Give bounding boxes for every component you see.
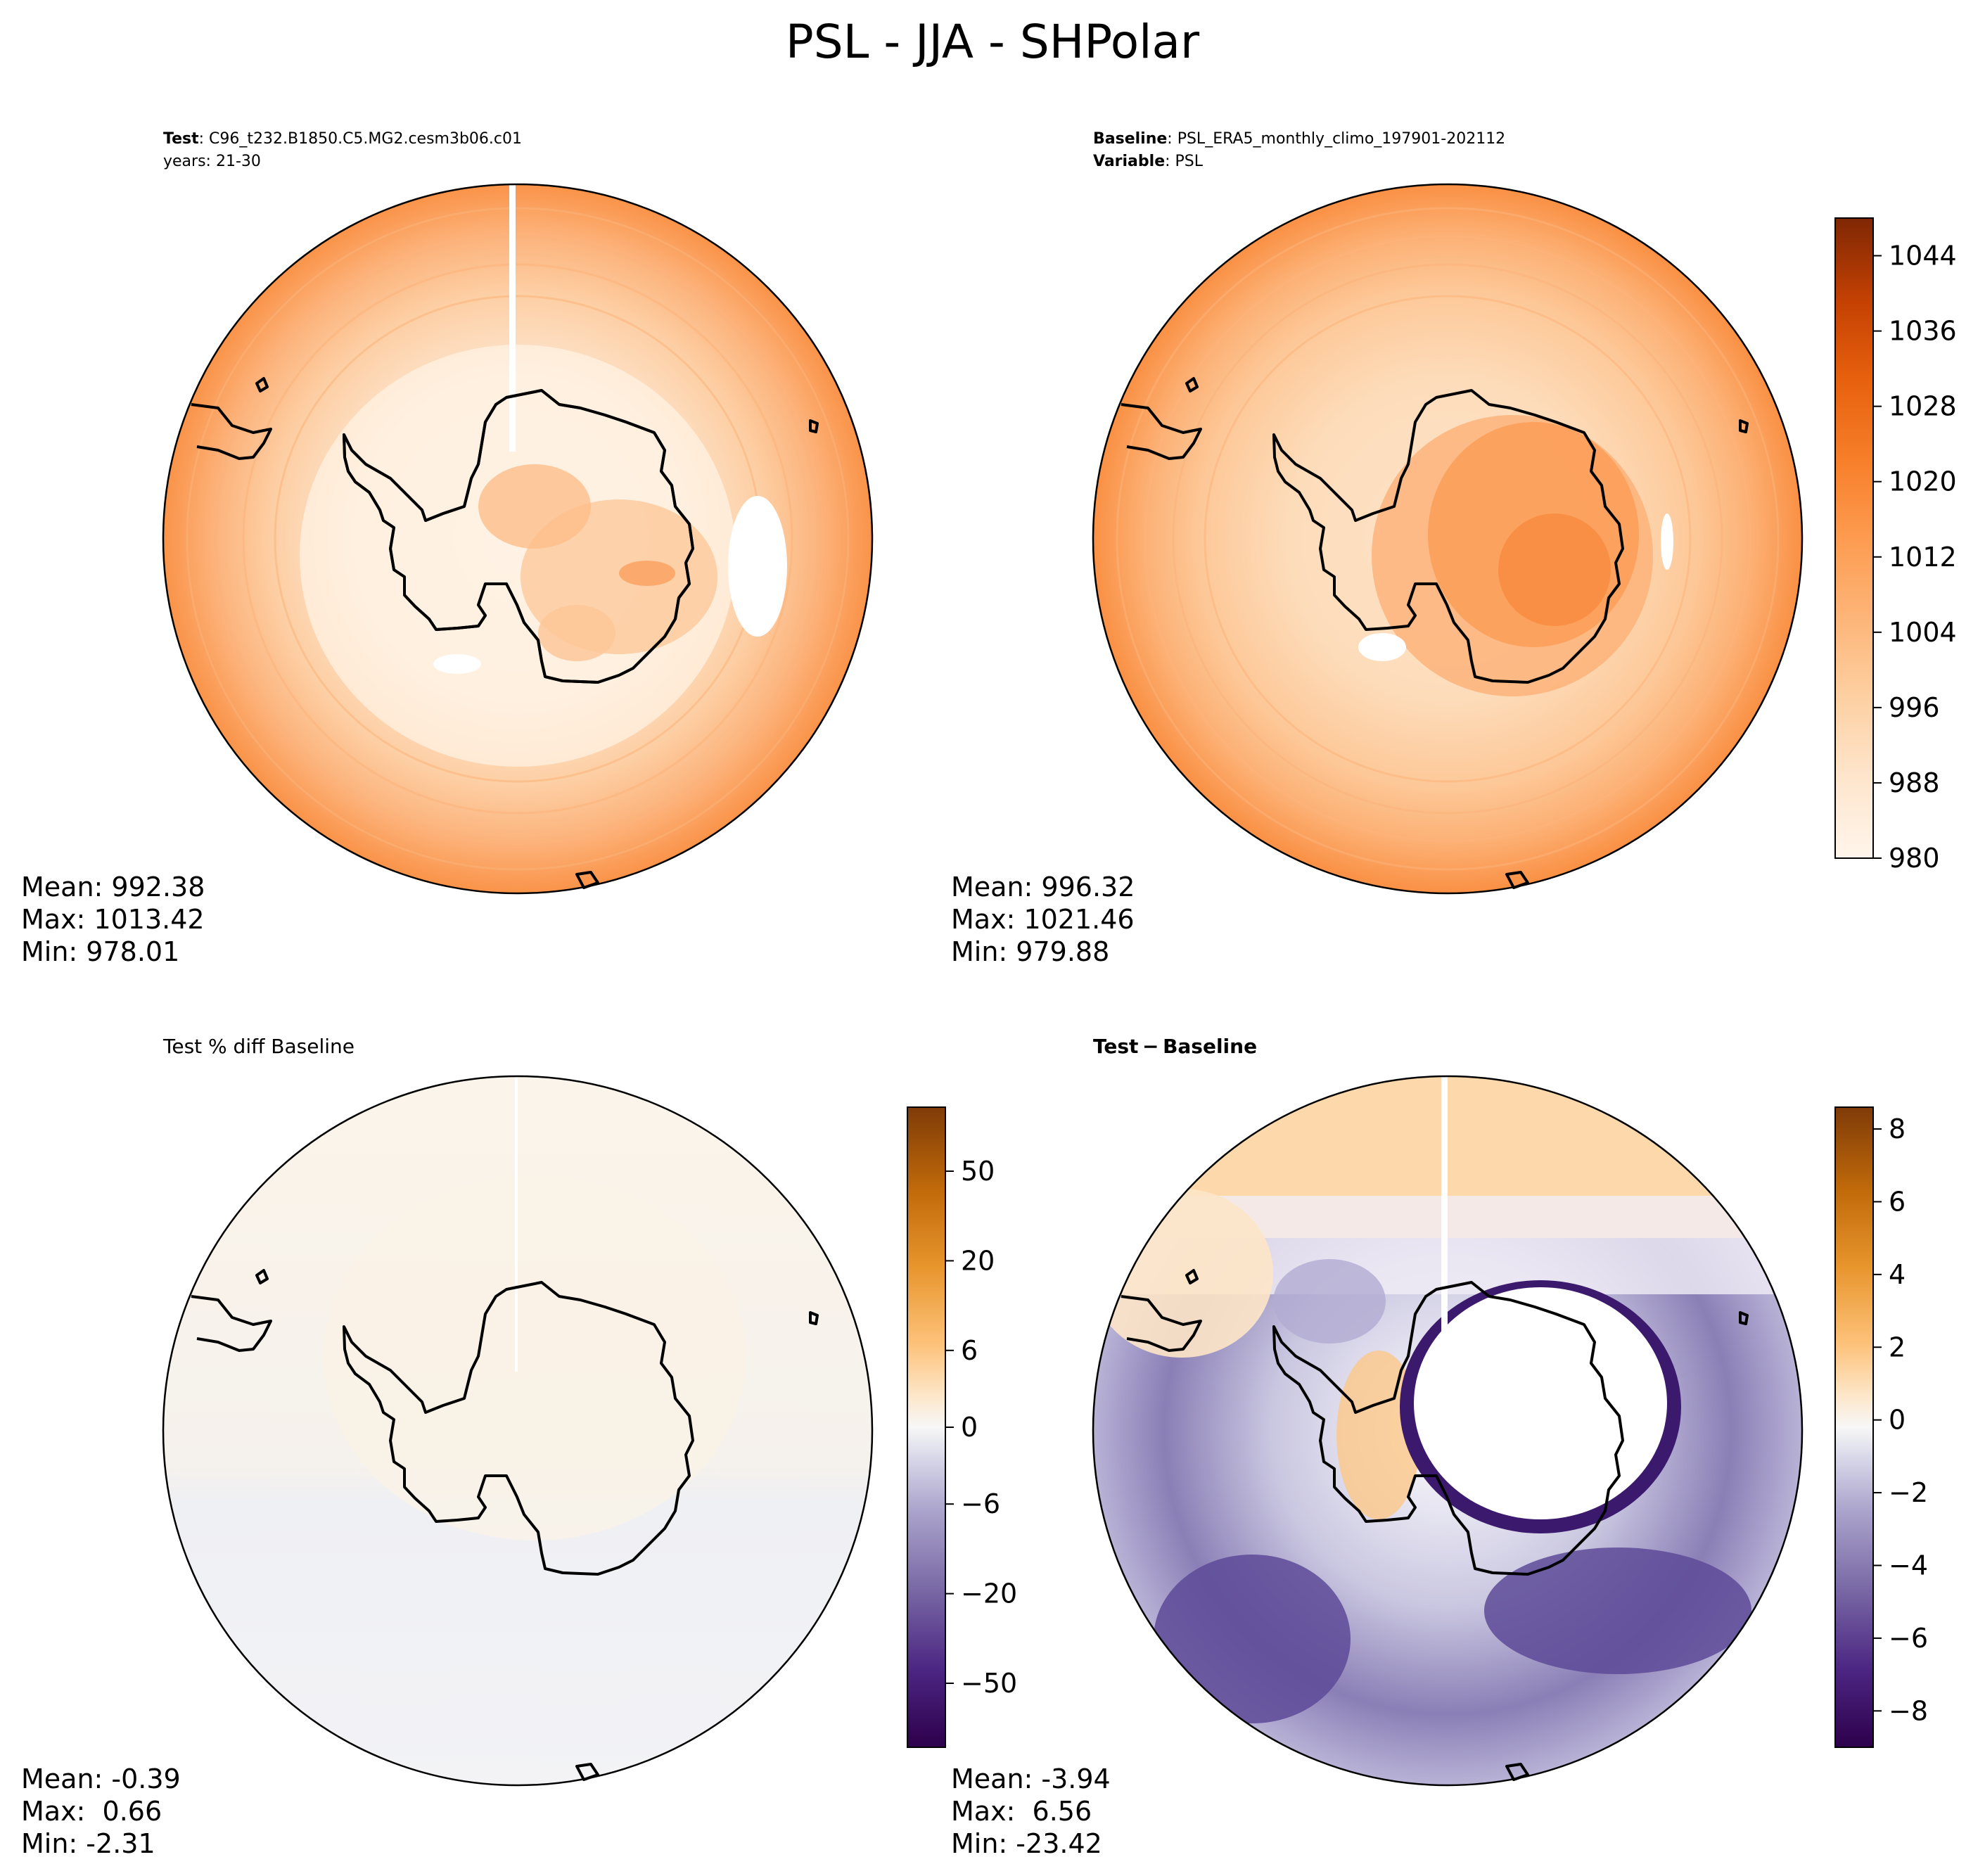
colorbar-tick-label: 0 [961,1412,978,1443]
heading-line: Baseline: PSL_ERA5_monthly_climo_197901-… [1093,130,1505,148]
colorbar-tick-label: −4 [1889,1550,1928,1581]
colorbar-tick-label: 1020 [1889,466,1957,497]
colorbar-tick-label: 996 [1889,692,1940,723]
colorbar-tick-label: 6 [961,1335,978,1366]
colorbar-diff: −8 −6 −4 −2 0 2 4 6 8 [1834,1106,1928,1748]
colorbar-pct-diff-bar [907,1106,946,1748]
stat-min: Min: 978.01 [21,936,179,967]
colorbar-tick-label: 0 [1889,1405,1906,1436]
stat-mean: Mean: -0.39 [21,1763,181,1794]
colorbar-tick-label: −50 [961,1668,1017,1699]
colorbar-tick-label: 2 [1889,1332,1906,1363]
stat-min: Min: -2.31 [21,1828,155,1859]
colorbar-tick-label: −6 [1889,1623,1928,1654]
colorbar-tick-label: −8 [1889,1695,1928,1726]
map-baseline [1092,183,1804,895]
stats-pct-diff: Mean: -0.39 Max: 0.66 Min: -2.31 [21,1763,181,1859]
stat-mean: Mean: 996.32 [951,872,1135,902]
colorbar-pressure: 980 988 996 1004 1012 1020 1028 1036 1044 [1834,217,1957,874]
figure-title: PSL - JJA - SHPolar [786,15,1200,69]
colorbar-tick-label: 1004 [1889,617,1957,648]
coastline-islands [191,377,1749,1781]
heading-line: Variable: PSL [1093,153,1204,170]
heading-line: Test: C96_t232.B1850.C5.MG2.cesm3b06.c01 [163,130,522,148]
stat-max: Max: 6.56 [951,1796,1092,1827]
panel-heading-diff: Test − Baseline [1093,1035,1257,1058]
colorbar-pressure-bar [1834,217,1874,859]
panel-heading-test: Test: C96_t232.B1850.C5.MG2.cesm3b06.c01… [163,130,522,170]
heading-line: Test − Baseline [1093,1035,1257,1058]
panel-heading-pct-diff: Test % diff Baseline [162,1035,355,1058]
colorbar-tick-label: 988 [1889,767,1940,798]
map-diff [1092,1075,1804,1787]
colorbar-tick-label: −2 [1889,1477,1928,1508]
panel-heading-baseline: Baseline: PSL_ERA5_monthly_climo_197901-… [1093,130,1505,170]
colorbar-tick-label: 1012 [1889,542,1957,573]
colorbar-tick-label: 1044 [1889,241,1957,272]
colorbar-tick-label: −20 [961,1578,1017,1609]
colorbar-tick-label: 4 [1889,1259,1906,1290]
colorbar-tick-label: 6 [1889,1186,1906,1217]
heading-line: Test % diff Baseline [162,1035,355,1058]
stat-max: Max: 1021.46 [951,904,1135,935]
stats-baseline: Mean: 996.32 Max: 1021.46 Min: 979.88 [951,872,1135,967]
colorbar-tick-label: 8 [1889,1114,1906,1144]
stat-min: Min: -23.42 [951,1828,1102,1859]
stats-test: Mean: 992.38 Max: 1013.42 Min: 978.01 [21,872,205,967]
stats-diff: Mean: -3.94 Max: 6.56 Min: -23.42 [951,1763,1111,1859]
colorbar-tick-label: 1028 [1889,391,1957,422]
colorbar-tick-label: −6 [961,1488,1000,1519]
stat-mean: Mean: 992.38 [21,872,205,902]
map-pct-diff [162,1075,874,1787]
colorbar-pct-diff: −50 −20 −6 0 6 20 50 [907,1106,1017,1748]
map-test [162,183,874,895]
colorbar-tick-label: 980 [1889,843,1940,874]
heading-line: years: 21-30 [163,153,261,170]
stat-min: Min: 979.88 [951,936,1109,967]
stat-mean: Mean: -3.94 [951,1763,1111,1794]
colorbar-tick-label: 50 [961,1156,995,1187]
stat-max: Max: 1013.42 [21,904,205,935]
stat-max: Max: 0.66 [21,1796,162,1827]
colorbar-tick-label: 1036 [1889,316,1957,347]
colorbar-tick-label: 20 [961,1245,995,1276]
colorbar-diff-bar [1834,1106,1874,1748]
